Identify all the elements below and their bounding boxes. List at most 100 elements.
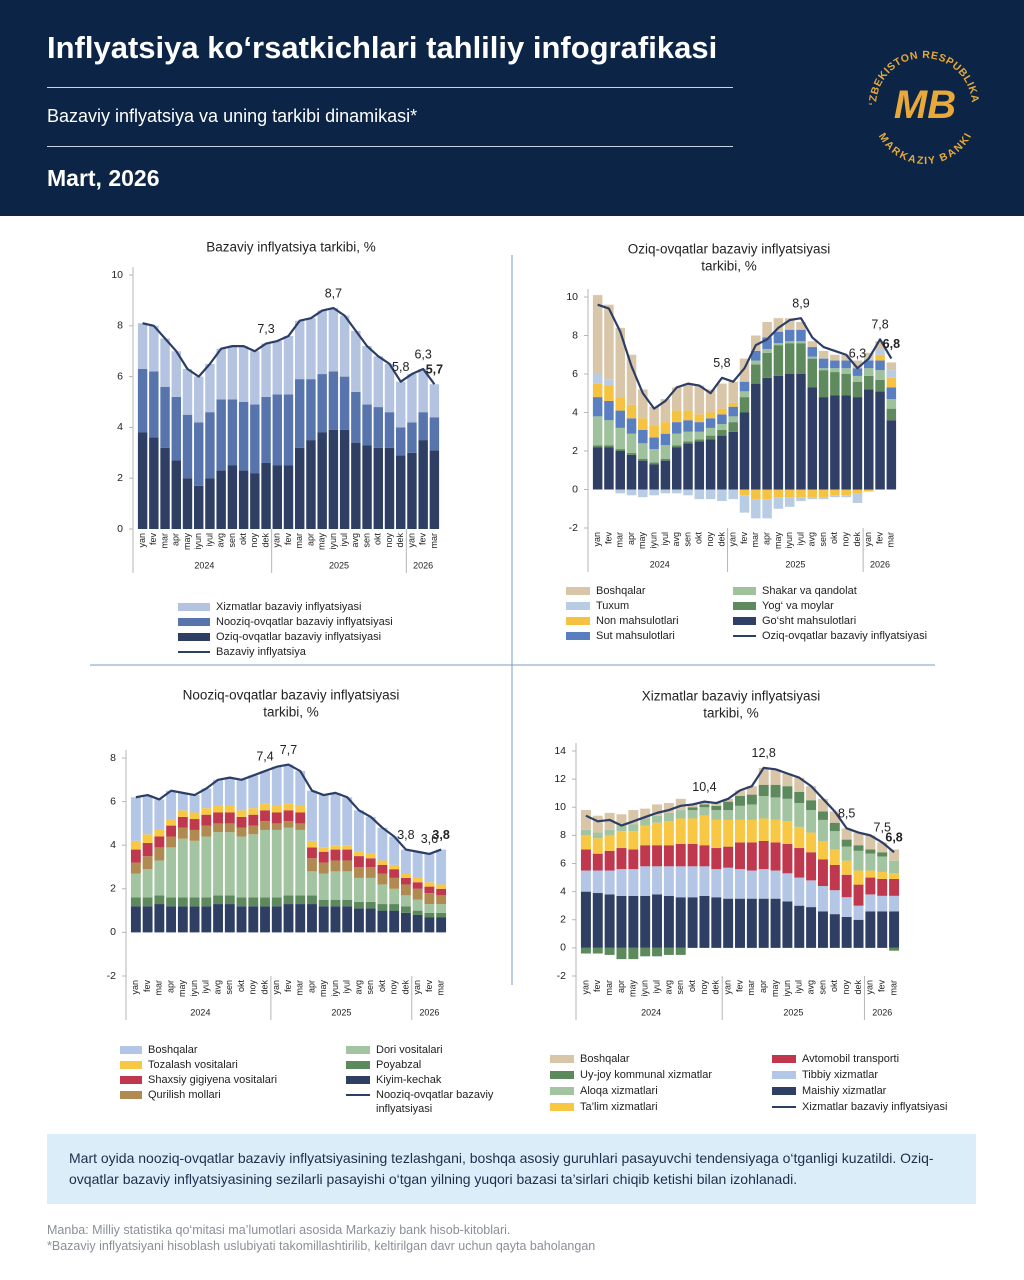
bar-segment — [365, 908, 376, 933]
bar-segment — [307, 871, 317, 896]
y-tick-label: 6 — [560, 857, 566, 869]
y-tick-label: 6 — [110, 795, 116, 807]
bar-segment — [130, 897, 141, 907]
legend-swatch — [566, 602, 590, 610]
bar-segment — [735, 796, 745, 806]
page-date: Mart, 2026 — [47, 165, 160, 191]
x-tick-label: fev — [424, 980, 434, 993]
x-tick-label: avg — [671, 532, 681, 547]
data-label: 6,3 — [849, 347, 866, 361]
bar-segment — [626, 418, 637, 434]
bar-segment — [373, 447, 383, 529]
bar-segment — [717, 408, 727, 415]
legend-label: Aloqa xizmatlari — [580, 1085, 658, 1097]
bar-segment — [638, 429, 648, 444]
bar-segment — [660, 422, 671, 434]
bar-segment — [318, 851, 329, 863]
x-tick-label: okt — [238, 533, 248, 546]
bar-segment — [182, 478, 193, 529]
data-label: 12,8 — [752, 746, 776, 760]
year-label: 2024 — [190, 1007, 210, 1017]
bar-segment — [260, 803, 270, 811]
bar-segment — [739, 391, 750, 398]
bar-segment — [758, 784, 769, 796]
bar-segment — [794, 777, 805, 792]
bar-segment — [818, 497, 829, 500]
bar-segment — [746, 786, 757, 795]
bar-segment — [400, 877, 411, 885]
x-tick-label: may — [318, 980, 328, 998]
bar-segment — [746, 794, 757, 805]
x-tick-label: iyul — [342, 980, 352, 994]
bar-segment — [377, 864, 388, 874]
bar-segment — [213, 805, 223, 813]
year-label: 2026 — [870, 559, 890, 569]
x-tick-label: iyun — [782, 980, 792, 997]
bar-segment — [236, 779, 247, 811]
data-label: 3,8 — [432, 828, 449, 842]
bar-segment — [649, 462, 659, 465]
bar-segment — [877, 842, 888, 853]
bar-segment — [295, 904, 306, 933]
bar-segment — [616, 895, 627, 948]
x-tick-label: may — [317, 533, 327, 551]
bar-segment — [580, 891, 591, 948]
bar-segment — [830, 372, 840, 396]
legend-swatch — [550, 1103, 574, 1111]
bar-segment — [189, 819, 200, 830]
x-tick-label: may — [177, 980, 187, 998]
bar-segment — [852, 489, 863, 494]
legend-label: Oziq-ovqatlar bazaviy inflyatsiyasi — [216, 631, 381, 643]
x-tick-label: apr — [616, 980, 626, 993]
bar-segment — [841, 354, 851, 361]
bar-segment — [354, 851, 364, 857]
bar-segment — [806, 880, 817, 908]
bar-segment — [154, 829, 165, 837]
data-label: 7,4 — [256, 749, 273, 763]
bar-segment — [806, 907, 817, 948]
bar-segment — [248, 775, 259, 809]
bar-segment — [330, 906, 341, 933]
legend-label: Yog‘ va moylar — [762, 600, 834, 612]
bar-segment — [166, 819, 177, 826]
bar-segment — [875, 354, 885, 361]
bar-segment — [773, 331, 784, 344]
bar-segment — [649, 464, 659, 490]
x-tick-label: fev — [877, 980, 887, 993]
legend-swatch — [566, 587, 590, 595]
x-tick-label: mar — [436, 980, 446, 996]
bar-segment — [236, 906, 247, 933]
bar-segment — [711, 819, 722, 849]
bar-segment — [171, 460, 181, 529]
x-tick-label: fev — [603, 532, 613, 545]
bar-segment — [796, 497, 806, 502]
bar-segment — [628, 895, 639, 948]
bar-segment — [817, 841, 828, 860]
chart-title: tarkibi, % — [263, 705, 319, 720]
bar-segment — [773, 343, 784, 346]
bar-segment — [649, 449, 659, 463]
x-tick-label: iyun — [330, 980, 340, 997]
chart-title: Bazaviy inflyatsiya tarkibi, % — [206, 240, 376, 255]
bar-segment — [683, 410, 693, 421]
data-label: 6,8 — [885, 831, 902, 845]
bar-segment — [663, 845, 674, 867]
text-line: Nooziq-ovqatlar bazaviy — [376, 1089, 496, 1101]
bar-segment — [213, 832, 223, 896]
bar-segment — [640, 818, 651, 826]
x-tick-label: apr — [305, 533, 315, 546]
bar-segment — [318, 899, 329, 907]
bar-segment — [248, 834, 259, 898]
y-tick-label: 8 — [110, 752, 116, 764]
x-tick-label: iyul — [660, 532, 670, 546]
x-tick-label: apr — [171, 533, 181, 546]
bar-segment — [307, 904, 317, 933]
x-tick-label: fev — [418, 533, 428, 546]
y-tick-label: 8 — [572, 329, 578, 341]
bar-segment — [295, 379, 305, 448]
bar-segment — [592, 295, 603, 374]
y-tick-label: 10 — [111, 269, 123, 281]
x-tick-label: avg — [805, 980, 815, 995]
bar-segment — [377, 827, 388, 861]
bar-segment — [663, 895, 674, 948]
